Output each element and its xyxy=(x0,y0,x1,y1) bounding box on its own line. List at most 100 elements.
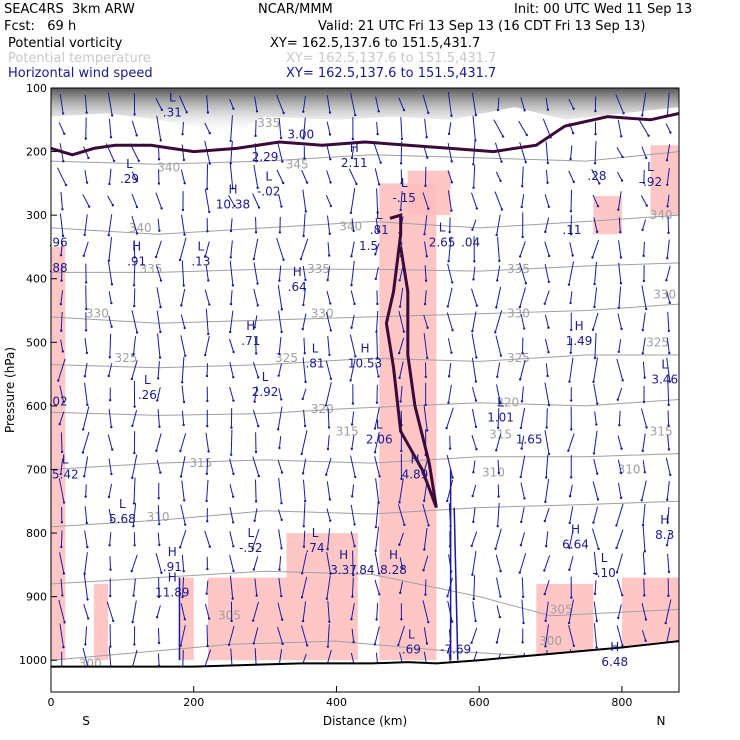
wind-vector xyxy=(568,529,574,548)
hl-label: .04 xyxy=(461,236,480,250)
wind-vector-head xyxy=(376,211,379,214)
updraft-arrow xyxy=(453,507,459,661)
wind-vector-head xyxy=(182,569,185,573)
wind-vector xyxy=(617,604,622,619)
wind-vector xyxy=(157,409,160,427)
wind-vector-head xyxy=(546,181,549,184)
wind-vector xyxy=(446,454,454,478)
wind-vector-head xyxy=(620,593,624,597)
wind-vector xyxy=(85,285,87,310)
wind-vector-head xyxy=(109,645,112,648)
wind-vector-head xyxy=(619,471,623,475)
wind-vector xyxy=(302,266,306,281)
wind-vector xyxy=(349,334,356,357)
wind-vector-head xyxy=(641,352,645,355)
hl-label: L5.42 xyxy=(52,453,79,482)
y-axis-title: Pressure (hPa) xyxy=(3,347,17,433)
wind-vector xyxy=(594,580,597,595)
wind-vector xyxy=(300,238,309,260)
theta-label: 335 xyxy=(507,262,530,276)
wind-vector-head xyxy=(130,569,133,573)
wind-vector-head xyxy=(109,568,112,571)
wind-vector-head xyxy=(302,234,305,238)
wind-vector xyxy=(400,386,403,402)
wind-vector xyxy=(84,170,88,183)
wind-vector xyxy=(545,98,549,110)
wind-vector xyxy=(567,433,575,451)
wind-vector-head xyxy=(204,353,207,357)
hl-value: 3.00 xyxy=(287,128,314,142)
wind-vector-head xyxy=(159,330,162,334)
wind-vector xyxy=(302,388,307,400)
wind-vector xyxy=(205,432,210,452)
wind-vector xyxy=(643,578,645,596)
x-tick-label: 600 xyxy=(469,696,490,709)
wind-vector-head xyxy=(547,350,550,354)
wind-vector xyxy=(570,291,573,304)
wind-vector xyxy=(109,532,112,546)
hl-value: .31 xyxy=(163,105,182,119)
hl-label: L5.68 xyxy=(109,497,136,526)
wind-vector xyxy=(228,625,235,645)
wind-vector xyxy=(181,410,185,426)
wind-vector xyxy=(326,121,331,135)
hl-letter: H xyxy=(410,453,419,467)
wind-vector xyxy=(616,553,623,573)
wind-vector-head xyxy=(596,402,599,405)
wind-vector xyxy=(399,581,404,593)
wind-vector-head xyxy=(568,380,571,383)
wind-vector-head xyxy=(471,329,474,333)
wind-vector-head xyxy=(474,380,478,383)
wind-vector-head xyxy=(302,525,305,528)
hl-value: -.15 xyxy=(393,191,416,205)
wind-vector xyxy=(325,312,332,331)
wind-vector xyxy=(60,191,63,210)
wind-vector xyxy=(277,509,283,521)
wind-vector xyxy=(60,290,64,305)
wind-vector-head xyxy=(303,351,306,355)
hl-value: 1.65 xyxy=(516,433,543,447)
wind-vector-head xyxy=(641,228,644,232)
wind-vector-head xyxy=(184,523,187,526)
wind-vector-head xyxy=(447,132,451,136)
wind-vector-head xyxy=(300,452,303,456)
wind-vector xyxy=(519,287,526,308)
wind-vector-head xyxy=(302,545,306,548)
wind-vector xyxy=(642,526,646,552)
wind-vector xyxy=(206,458,209,474)
wind-vector-head xyxy=(280,547,283,550)
wind-vector-head xyxy=(569,233,573,236)
wind-vector-head xyxy=(669,131,672,134)
wind-vector xyxy=(181,214,186,235)
wind-vector xyxy=(592,312,599,330)
wind-vector-head xyxy=(181,595,184,599)
wind-vector xyxy=(57,358,66,381)
wind-vector xyxy=(131,171,138,182)
wind-vector xyxy=(520,482,525,499)
wind-vector-head xyxy=(254,352,258,355)
hl-value: -.92 xyxy=(639,175,662,189)
wind-vector xyxy=(594,261,597,285)
wind-vector xyxy=(276,237,285,260)
wind-vector-head xyxy=(496,375,499,378)
wind-vector-head xyxy=(427,207,430,210)
wind-vector xyxy=(666,627,671,644)
wind-vector-head xyxy=(85,521,88,525)
wind-vector-head xyxy=(60,279,63,282)
wind-vector xyxy=(471,627,478,643)
wind-vector xyxy=(593,601,598,622)
wind-vector-head xyxy=(474,399,478,402)
wind-vector-head xyxy=(157,497,160,500)
wind-vector xyxy=(374,431,380,453)
wind-vector-head xyxy=(280,594,283,598)
wind-vector-head xyxy=(501,135,505,138)
wind-vector-head xyxy=(474,425,478,429)
wind-vector-head xyxy=(133,451,136,455)
wind-vector xyxy=(471,387,477,401)
wind-vector-head xyxy=(57,379,60,382)
theta-label: 325 xyxy=(275,351,298,365)
wind-vector xyxy=(301,625,308,646)
wind-vector-head xyxy=(547,254,551,258)
wind-vector xyxy=(666,291,671,303)
wind-vector xyxy=(448,122,452,134)
